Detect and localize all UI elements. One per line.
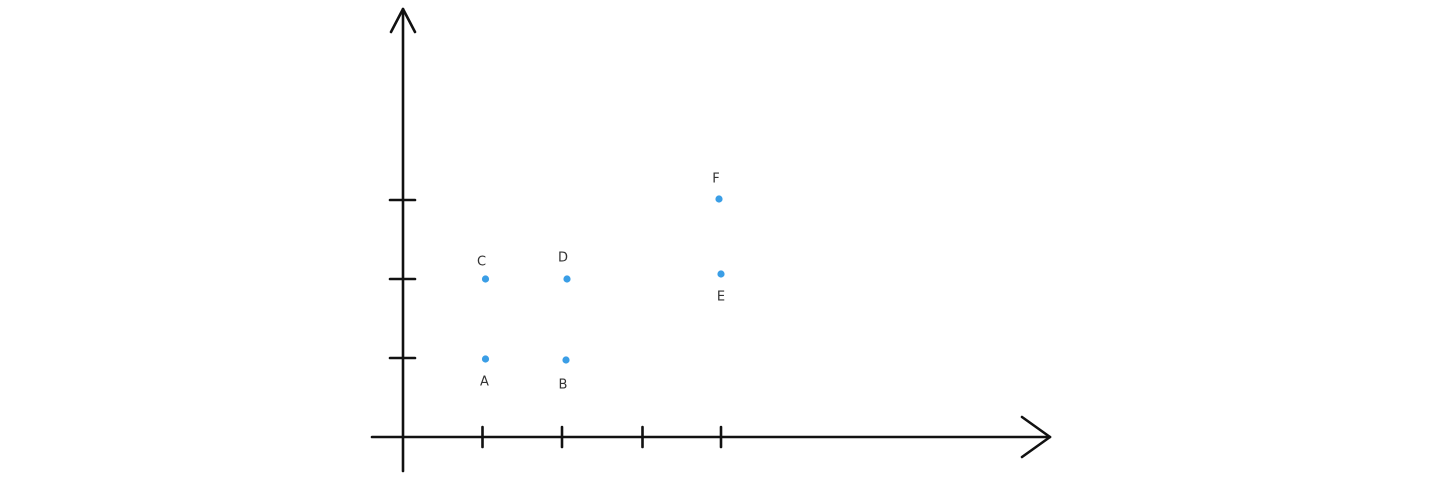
point-f (715, 195, 723, 203)
point-label-d: D (558, 251, 568, 266)
point-labels: A B C D E F (477, 172, 725, 393)
y-axis-arrowhead (389, 7, 417, 34)
y-ticks (388, 198, 417, 360)
point-a (481, 355, 490, 363)
axes (370, 7, 1052, 473)
point-label-c: C (477, 255, 486, 270)
x-axis-arrowhead (1020, 415, 1052, 459)
point-c (481, 275, 490, 283)
point-label-b: B (559, 378, 568, 393)
x-ticks (481, 425, 723, 449)
point-b (562, 356, 570, 364)
point-label-a: A (480, 375, 489, 390)
data-points (481, 195, 725, 364)
point-d (563, 275, 571, 283)
point-e (717, 270, 725, 278)
point-label-f: F (712, 172, 719, 187)
point-label-e: E (717, 290, 725, 305)
